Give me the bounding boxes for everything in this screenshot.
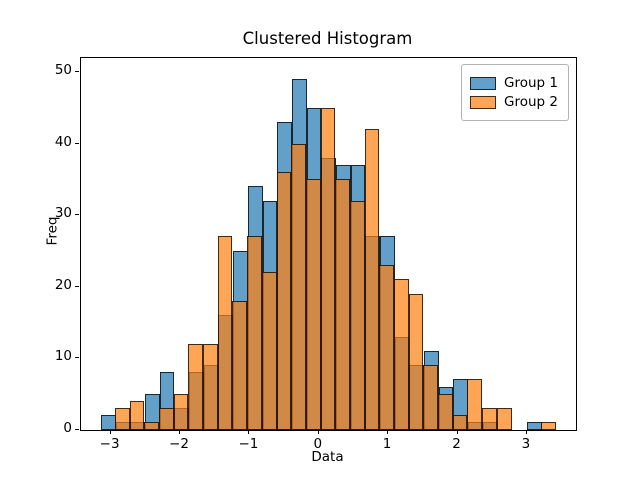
histogram-bar-group2: [247, 236, 262, 430]
y-tick-label: 10: [54, 348, 72, 364]
y-tick-label: 40: [54, 133, 72, 150]
y-tick-label: 50: [54, 62, 72, 78]
legend-item-group2: Group 2: [470, 94, 558, 110]
histogram-bar-group2: [114, 408, 130, 430]
histogram-bar-group2: [452, 415, 468, 430]
x-tick-label: 2: [452, 436, 461, 452]
y-tick-mark: [75, 142, 79, 144]
histogram-bar-group2: [129, 400, 145, 430]
chart-title: Clustered Histogram: [242, 29, 413, 48]
histogram-bar-group2: [188, 343, 204, 430]
legend-item-group1: Group 1: [470, 75, 558, 91]
x-tick-mark: [179, 429, 180, 434]
legend-label-group2: Group 2: [504, 94, 558, 110]
y-tick-mark: [75, 71, 79, 72]
y-tick-mark: [75, 214, 79, 215]
x-tick-mark: [387, 429, 389, 434]
x-tick-label: −2: [169, 436, 189, 452]
histogram-bar-group2: [379, 265, 395, 430]
legend: Group 1 Group 2: [461, 64, 569, 121]
x-tick-label: 1: [382, 436, 392, 452]
histogram-bar-group2: [173, 393, 189, 430]
x-tick-label: 3: [521, 436, 531, 452]
histogram-bar-group2: [496, 408, 512, 430]
x-tick-mark: [109, 429, 111, 434]
y-tick-label: 30: [54, 205, 72, 221]
histogram-bar-group2: [467, 379, 483, 430]
histogram-bar-group2: [232, 300, 248, 430]
x-tick-label: 0: [313, 436, 323, 452]
y-tick-mark: [75, 357, 79, 358]
histogram-bar-group2: [408, 293, 424, 430]
histogram-bar-group1: [100, 415, 116, 430]
histogram-bar-group2: [144, 422, 160, 430]
x-tick-mark: [456, 429, 458, 434]
histogram-bar-group2: [423, 365, 439, 430]
x-tick-mark: [525, 429, 527, 434]
y-tick-mark: [75, 285, 79, 287]
y-tick-mark: [75, 428, 79, 430]
histogram-bar-group2: [203, 343, 218, 430]
histogram-bar-group2: [276, 172, 292, 430]
legend-label-group1: Group 1: [504, 75, 558, 91]
histogram-bar-group2: [320, 107, 336, 430]
histogram-bar-group2: [291, 143, 306, 430]
x-tick-label: −3: [99, 436, 120, 452]
histogram-bar-group2: [305, 179, 321, 430]
group1-swatch-icon: [470, 76, 497, 90]
histogram-bar-group2: [159, 408, 174, 430]
histogram-bar-group2: [335, 179, 350, 430]
histogram-bar-group2: [349, 200, 365, 430]
histogram-bar-group1: [526, 422, 542, 430]
x-tick-label: −1: [238, 436, 259, 452]
histogram-bar-group2: [482, 408, 497, 430]
histogram-bar-group2: [438, 393, 453, 430]
x-tick-mark: [248, 429, 250, 434]
x-tick-mark: [317, 429, 319, 434]
histogram-bar-group2: [394, 279, 409, 430]
histogram-bar-group2: [364, 129, 380, 430]
histogram-bar-group2: [217, 236, 233, 430]
histogram-bar-group2: [540, 422, 556, 430]
histogram-bar-group2: [261, 272, 277, 430]
y-tick-label: 20: [54, 276, 72, 293]
group2-swatch-icon: [470, 95, 497, 109]
y-tick-label: 0: [63, 419, 72, 436]
x-axis-label: Data: [311, 449, 344, 465]
